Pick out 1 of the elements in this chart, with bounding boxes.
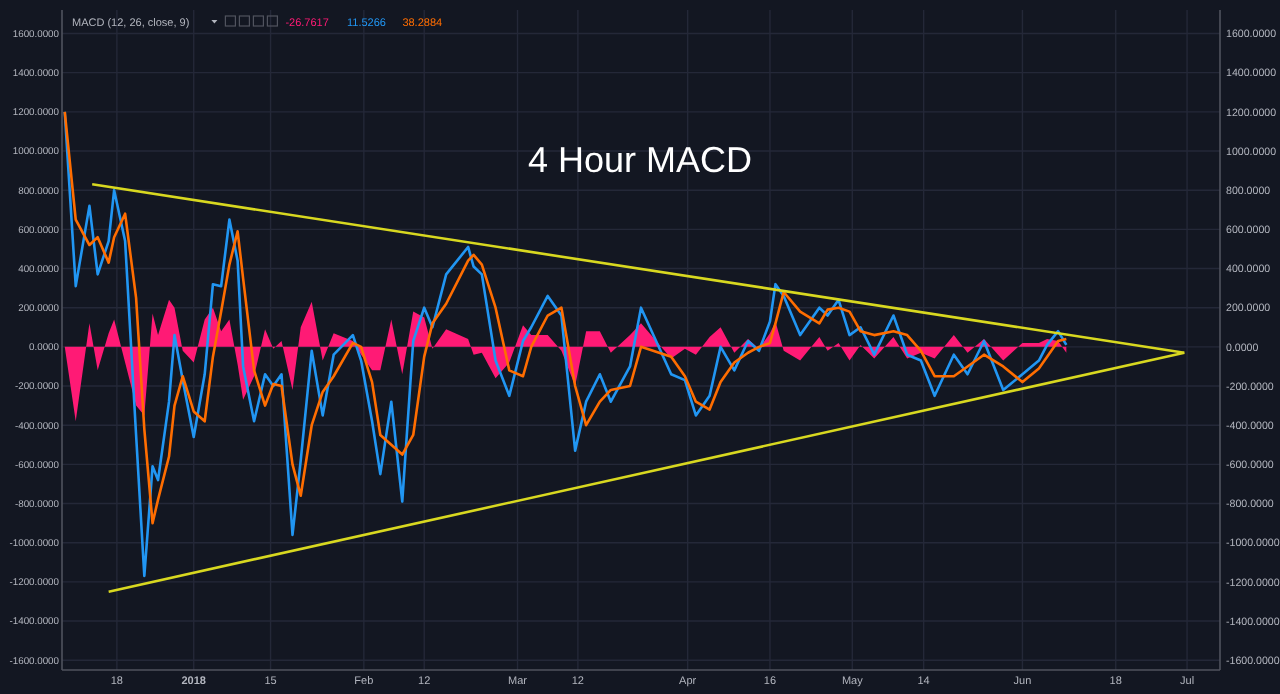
text: 4 Hour MACD [527, 140, 753, 180]
